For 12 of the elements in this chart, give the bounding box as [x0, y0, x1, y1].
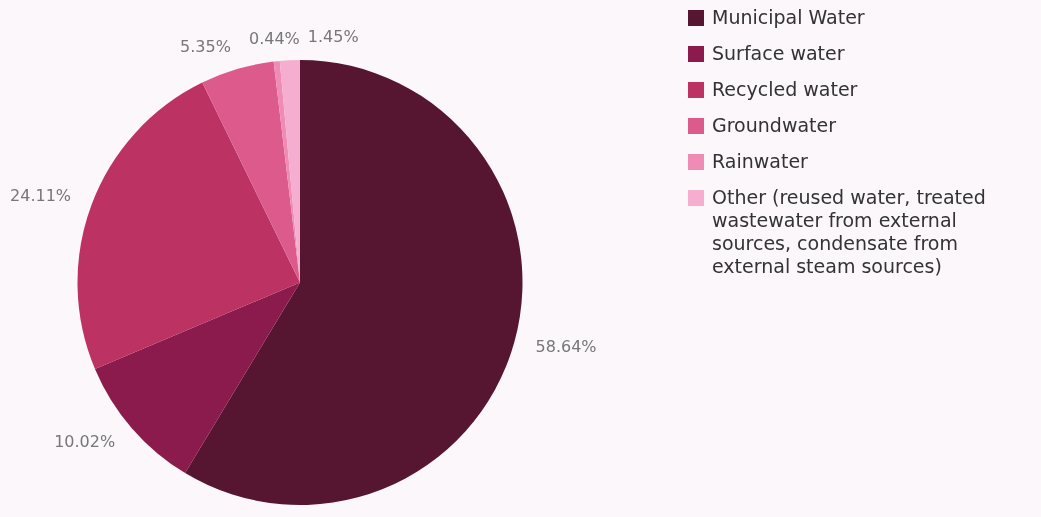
legend-label: Groundwater — [712, 114, 837, 137]
legend-label: Rainwater — [712, 150, 808, 173]
data-label: 10.02% — [54, 431, 116, 451]
legend-label: Municipal Water — [712, 6, 865, 29]
legend-label: Recycled water — [712, 78, 858, 101]
data-label: 5.35% — [180, 37, 231, 57]
legend-label: Other (reused water, treated wastewater from external sources, condensate from external steam sources) — [712, 186, 987, 278]
data-label: 24.11% — [10, 185, 72, 205]
data-label: 58.64% — [535, 337, 597, 357]
data-label: 1.45% — [307, 27, 359, 47]
legend-label: Surface water — [712, 42, 845, 65]
data-label: 0.44% — [248, 28, 300, 48]
